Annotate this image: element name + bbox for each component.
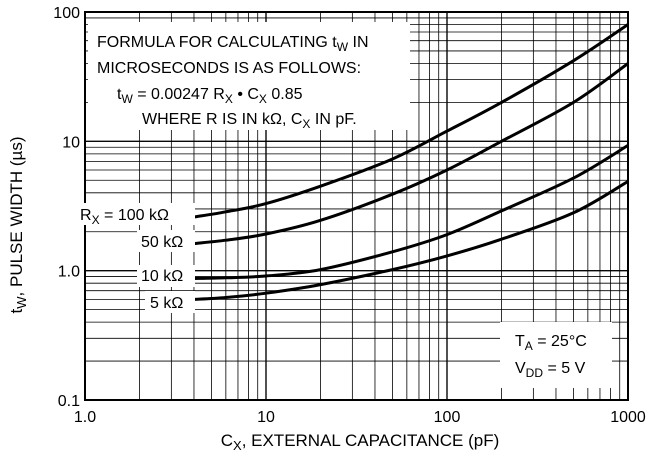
formula-box [88,22,410,130]
series-layer [193,23,629,301]
vdd-condition: VDD = 5 V [515,360,586,380]
series-line-0 [193,23,629,219]
y-tick-label: 100 [53,5,80,22]
series-line-2 [193,144,629,280]
label-bg-100k [77,203,195,225]
formula-line-3: tW = 0.00247 RX • CX 0.85 [117,86,303,106]
formula-line-4: WHERE R IS IN kΩ, CX IN pF. [142,111,357,131]
y-tick-label: 10 [62,134,80,151]
series-line-3 [193,180,629,301]
y-tick-label: 1.0 [58,264,80,281]
x-tick-label: 1000 [610,409,646,426]
y-axis-label: tW, PULSE WIDTH (µs) [7,137,29,314]
label-bg-50k [137,230,195,252]
x-tick-label: 10 [257,409,275,426]
conditions-box [500,322,612,388]
series-line-1 [193,62,629,246]
series-label-5k: 5 kΩ [150,295,183,312]
series-label-100k: RX = 100 kΩ [80,207,169,227]
x-axis-label: CX, EXTERNAL CAPACITANCE (pF) [221,431,500,453]
series-label-10k: 10 kΩ [141,268,183,285]
x-tick-label: 100 [434,409,461,426]
x-tick-label: 1.0 [74,409,96,426]
ta-condition: TA = 25°C [515,333,587,353]
label-bg-10k [137,265,195,287]
series-label-50k: 50 kΩ [141,234,183,251]
label-bg-5k [145,291,195,313]
formula-line-1: FORMULA FOR CALCULATING tW IN [97,34,369,54]
formula-line-2: MICROSECONDS IS AS FOLLOWS: [97,60,361,77]
y-tick-label: 0.1 [58,393,80,410]
